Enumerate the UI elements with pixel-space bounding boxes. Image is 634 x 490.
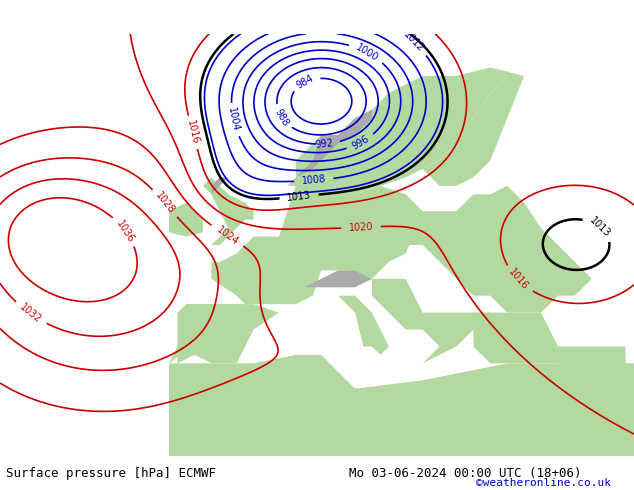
Polygon shape: [541, 364, 626, 431]
Polygon shape: [372, 186, 592, 313]
Text: 984: 984: [295, 73, 316, 91]
Text: 1036: 1036: [114, 218, 136, 244]
Text: 1008: 1008: [301, 174, 327, 186]
Polygon shape: [313, 296, 389, 355]
Text: 996: 996: [351, 133, 372, 151]
Polygon shape: [423, 68, 524, 186]
Polygon shape: [203, 177, 254, 245]
Polygon shape: [304, 270, 372, 287]
Text: 1004: 1004: [226, 107, 241, 133]
Text: Mo 03-06-2024 00:00 UTC (18+06): Mo 03-06-2024 00:00 UTC (18+06): [349, 467, 581, 480]
Text: 1012: 1012: [401, 30, 425, 54]
Text: 1020: 1020: [349, 222, 373, 233]
Polygon shape: [287, 68, 507, 194]
Text: 1016: 1016: [507, 267, 530, 292]
Polygon shape: [178, 304, 279, 364]
Polygon shape: [169, 355, 634, 456]
Polygon shape: [169, 177, 423, 364]
Text: 1028: 1028: [153, 191, 176, 216]
Text: 1016: 1016: [185, 120, 200, 146]
Text: 1013: 1013: [286, 190, 312, 203]
Polygon shape: [474, 313, 626, 364]
Text: 988: 988: [273, 107, 290, 127]
Text: ©weatheronline.co.uk: ©weatheronline.co.uk: [476, 478, 611, 488]
Text: 1000: 1000: [354, 42, 380, 63]
Text: 1032: 1032: [18, 302, 43, 325]
Text: Surface pressure [hPa] ECMWF: Surface pressure [hPa] ECMWF: [6, 467, 216, 480]
Polygon shape: [296, 110, 372, 177]
Text: 1013: 1013: [588, 215, 612, 239]
Polygon shape: [372, 279, 490, 364]
Text: 1024: 1024: [214, 224, 240, 247]
Text: 992: 992: [314, 138, 334, 150]
Polygon shape: [169, 203, 203, 237]
Polygon shape: [211, 177, 228, 194]
